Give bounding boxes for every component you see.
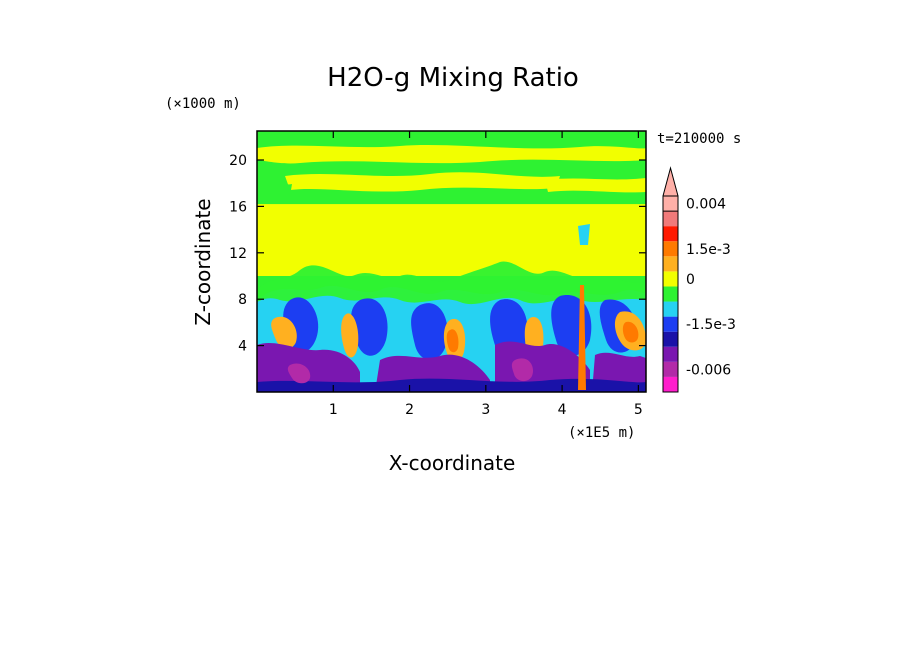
y-units-label: (×1000 m) xyxy=(165,96,241,112)
chart-title: H2O-g Mixing Ratio xyxy=(327,63,579,93)
cyan-plume-top xyxy=(578,224,590,245)
magenta-patch-2 xyxy=(511,358,534,382)
vertical-plume xyxy=(578,285,586,390)
upper-green-patch xyxy=(257,182,292,197)
y-tick-label: 4 xyxy=(238,339,247,355)
colorbar-label: 0.004 xyxy=(686,197,726,213)
x-ticks: 1 2 3 4 5 xyxy=(329,131,643,418)
colorbar-label: -0.006 xyxy=(686,362,731,378)
colorbar xyxy=(662,166,679,393)
axes xyxy=(256,130,647,393)
colorbar-frame xyxy=(662,195,679,393)
x-tick-label: 3 xyxy=(481,402,490,418)
dark-blue-strip xyxy=(257,378,646,392)
colorbar-segment xyxy=(663,241,678,257)
time-label: t=210000 s xyxy=(657,131,741,147)
y-tick-label: 8 xyxy=(238,292,247,308)
y-ticks: 4 8 12 16 20 xyxy=(229,153,646,355)
green-wave-front xyxy=(257,261,646,305)
orange-core-2 xyxy=(622,321,639,343)
x-tick-label: 5 xyxy=(634,402,643,418)
y-tick-label: 12 xyxy=(229,246,247,262)
y-tick-label: 16 xyxy=(229,199,247,215)
plot-area xyxy=(257,131,646,392)
colorbar-arrow xyxy=(662,166,679,212)
colorbar-label: 0 xyxy=(686,272,695,288)
x-axis-label: X-coordinate xyxy=(389,451,516,475)
blue-blob-2 xyxy=(351,298,388,356)
colorbar-segment xyxy=(663,361,678,377)
upper-yellow-bands xyxy=(257,145,646,197)
upper-yellow-band xyxy=(257,145,646,164)
x-tick-label: 2 xyxy=(405,402,414,418)
upper-yellow-band-3 xyxy=(545,178,646,193)
colorbar-segment xyxy=(663,226,678,242)
colorbar-segment xyxy=(663,316,678,332)
colorbar-segment xyxy=(663,346,678,362)
turbulent-blobs xyxy=(257,224,646,392)
upper-yellow-band-2 xyxy=(285,172,560,192)
x-tick-label: 1 xyxy=(329,402,338,418)
colorbar-label: 1.5e-3 xyxy=(686,242,731,258)
y-tick-label: 20 xyxy=(229,153,247,169)
colorbar-label: -1.5e-3 xyxy=(686,317,736,333)
plot-frame xyxy=(256,130,647,393)
x-tick-label: 4 xyxy=(558,402,567,418)
orange-core-1 xyxy=(446,329,459,353)
y-axis-label: Z-coordinate xyxy=(191,198,215,325)
magenta-patch-1 xyxy=(287,363,311,384)
x-units-label: (×1E5 m) xyxy=(568,425,635,441)
colorbar-segment xyxy=(663,331,678,347)
colorbar-segment xyxy=(663,286,678,302)
purple-blob-1 xyxy=(257,343,360,392)
orange-plume-1 xyxy=(271,316,297,349)
colorbar-segment xyxy=(663,301,678,317)
colorbar-segment xyxy=(663,376,678,392)
colorbar-segment xyxy=(663,256,678,272)
blue-blob-3 xyxy=(411,303,448,360)
orange-plume-2 xyxy=(341,313,359,358)
colorbar-labels: 0.004 1.5e-3 0 -1.5e-3 -0.006 xyxy=(686,197,736,379)
colorbar-segment xyxy=(663,211,678,227)
colorbar-segment xyxy=(663,271,678,287)
